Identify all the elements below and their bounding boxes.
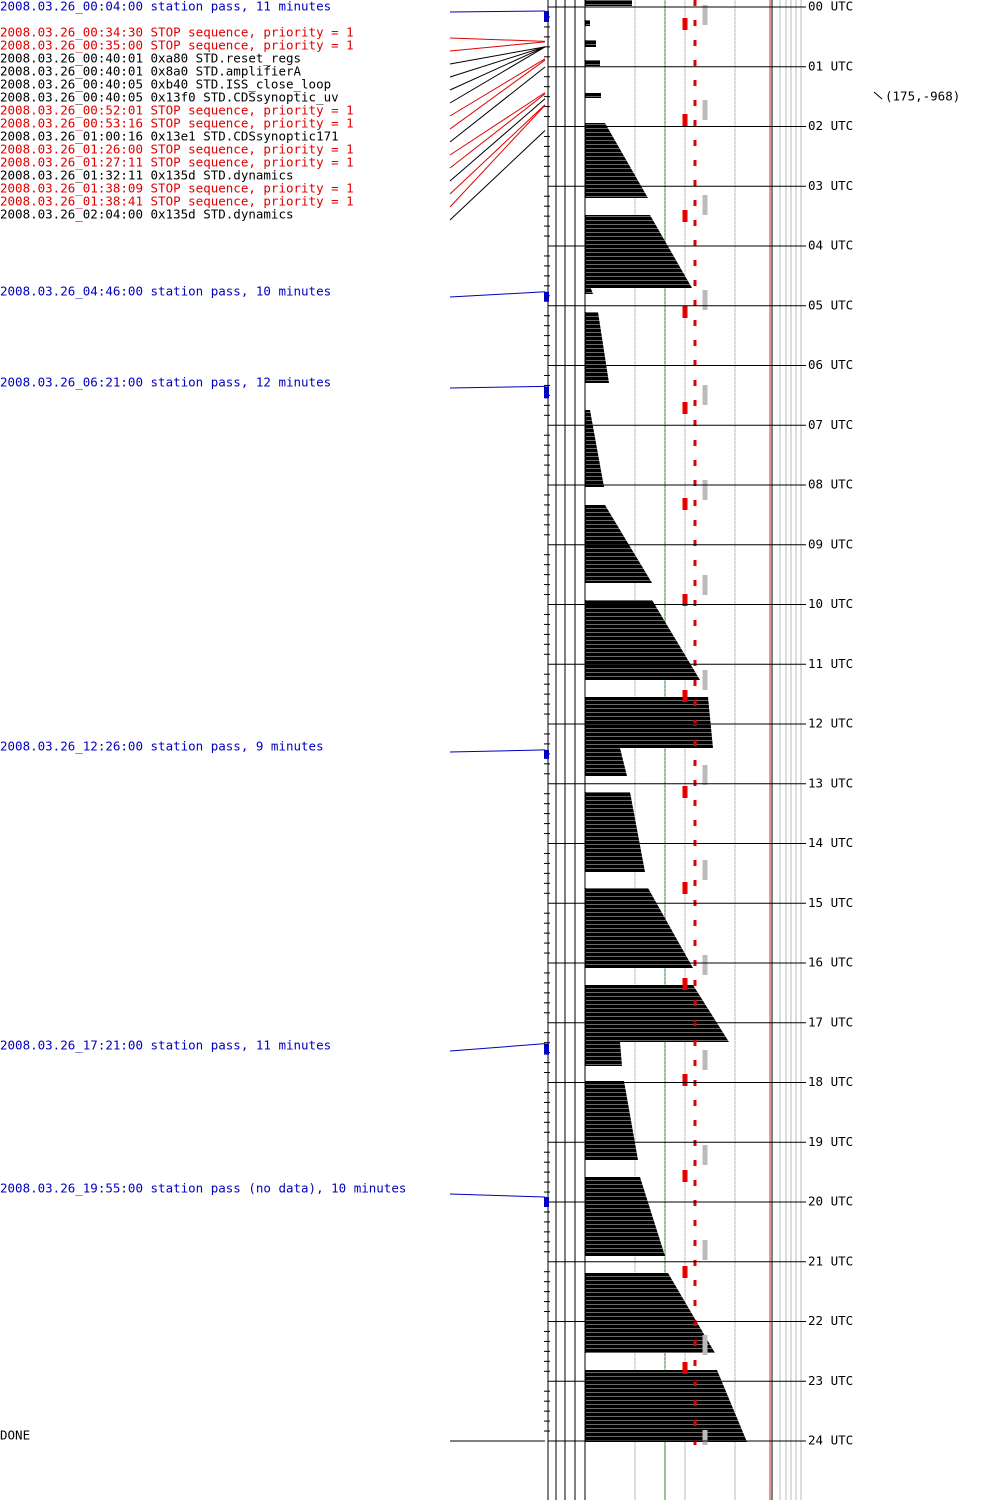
event-label: 2008.03.26_00:40:05 0xb40 STD.ISS_close_…	[0, 77, 331, 92]
event-leader	[449, 58, 546, 117]
activity-block	[585, 40, 596, 47]
hour-label: 15 UTC	[808, 895, 853, 910]
event-label: 2008.03.26_00:35:00 STOP sequence, prior…	[0, 38, 354, 53]
event-leader	[449, 46, 546, 78]
event-label: 2008.03.26_00:52:01 STOP sequence, prior…	[0, 103, 354, 118]
pass-marker	[544, 1043, 549, 1055]
event-leader	[449, 37, 546, 42]
hour-label: 22 UTC	[808, 1313, 853, 1328]
event-label: 2008.03.26_00:40:05 0x13f0 STD.CDSsynopt…	[0, 90, 339, 105]
event-label: 2008.03.26_19:55:00 station pass (no dat…	[0, 1181, 406, 1196]
hour-label: 06 UTC	[808, 357, 853, 372]
cursor-mark	[873, 91, 883, 100]
hour-label: 24 UTC	[808, 1433, 853, 1448]
event-label: 2008.03.26_00:40:01 0xa80 STD.reset_regs	[0, 51, 301, 66]
hour-label: 19 UTC	[808, 1134, 853, 1149]
activity-block	[585, 748, 627, 776]
activity-block	[585, 985, 729, 1042]
event-leader	[449, 46, 546, 91]
hour-label: 01 UTC	[808, 58, 853, 73]
activity-block	[585, 60, 600, 66]
hour-label: 21 UTC	[808, 1253, 853, 1268]
hour-label: 20 UTC	[808, 1194, 853, 1209]
hour-label: 03 UTC	[808, 178, 853, 193]
event-leader	[449, 66, 546, 143]
activity-block	[585, 93, 601, 98]
event-leader	[449, 104, 546, 208]
event-label: 2008.03.26_02:04:00 0x135d STD.dynamics	[0, 207, 294, 222]
hour-label: 04 UTC	[808, 238, 853, 253]
event-label: 2008.03.26_00:53:16 STOP sequence, prior…	[0, 116, 354, 131]
hour-label: 05 UTC	[808, 297, 853, 312]
hour-label: 00 UTC	[808, 0, 853, 14]
event-label: 2008.03.26_17:21:00 station pass, 11 min…	[0, 1038, 331, 1053]
activity-block	[585, 1370, 747, 1442]
event-leader	[449, 46, 546, 65]
activity-block	[585, 1042, 622, 1066]
hour-label: 23 UTC	[808, 1373, 853, 1388]
activity-block	[585, 215, 692, 288]
hour-label: 09 UTC	[808, 536, 853, 551]
pass-marker	[544, 291, 549, 302]
event-leader	[449, 291, 546, 298]
hour-label: 11 UTC	[808, 656, 853, 671]
hour-label: 18 UTC	[808, 1074, 853, 1089]
event-leader	[449, 130, 546, 221]
event-leader	[449, 1193, 546, 1198]
pass-marker	[544, 1197, 549, 1207]
event-leader	[449, 104, 546, 195]
hour-label: 12 UTC	[808, 716, 853, 731]
event-label: DONE	[0, 1428, 30, 1443]
pass-marker	[544, 386, 549, 399]
hour-label: 02 UTC	[808, 118, 853, 133]
hour-label: 13 UTC	[808, 775, 853, 790]
hour-label: 14 UTC	[808, 835, 853, 850]
event-label: 2008.03.26_06:21:00 station pass, 12 min…	[0, 375, 331, 390]
event-leader	[449, 385, 546, 389]
hour-label: 17 UTC	[808, 1014, 853, 1029]
pass-marker	[544, 749, 549, 759]
event-label: 2008.03.26_00:40:01 0x8a0 STD.amplifierA	[0, 64, 301, 79]
event-leader	[449, 93, 546, 169]
activity-block	[585, 1273, 715, 1353]
event-label: 2008.03.26_01:38:41 STOP sequence, prior…	[0, 194, 354, 209]
activity-block	[585, 888, 693, 968]
activity-block	[585, 697, 713, 748]
event-label: 2008.03.26_04:46:00 station pass, 10 min…	[0, 284, 331, 299]
event-leader	[449, 46, 546, 104]
event-leader	[449, 41, 546, 52]
activity-block	[585, 792, 645, 872]
activity-block	[585, 286, 593, 294]
cursor-label: (175,-968)	[885, 89, 960, 104]
event-leader	[449, 10, 546, 13]
event-label: 2008.03.26_00:04:00 station pass, 11 min…	[0, 0, 331, 14]
hour-label: 08 UTC	[808, 477, 853, 492]
event-label: 2008.03.26_01:00:16 0x13e1 STD.CDSsynopt…	[0, 129, 339, 144]
event-label: 2008.03.26_01:26:00 STOP sequence, prior…	[0, 142, 354, 157]
event-label: 2008.03.26_12:26:00 station pass, 9 minu…	[0, 739, 324, 754]
event-leader	[449, 92, 546, 156]
event-leader	[449, 749, 546, 753]
hour-label: 10 UTC	[808, 596, 853, 611]
event-label: 2008.03.26_01:38:09 STOP sequence, prior…	[0, 181, 354, 196]
event-leader	[449, 98, 546, 182]
hour-label: 07 UTC	[808, 417, 853, 432]
event-label: 2008.03.26_01:32:11 0x135d STD.dynamics	[0, 168, 294, 183]
event-label: 2008.03.26_01:27:11 STOP sequence, prior…	[0, 155, 354, 170]
activity-block	[585, 600, 700, 680]
pass-marker	[544, 10, 549, 22]
hour-label: 16 UTC	[808, 955, 853, 970]
event-label: 2008.03.26_00:34:30 STOP sequence, prior…	[0, 25, 354, 40]
event-leader	[449, 1043, 546, 1052]
event-leader	[449, 59, 546, 130]
